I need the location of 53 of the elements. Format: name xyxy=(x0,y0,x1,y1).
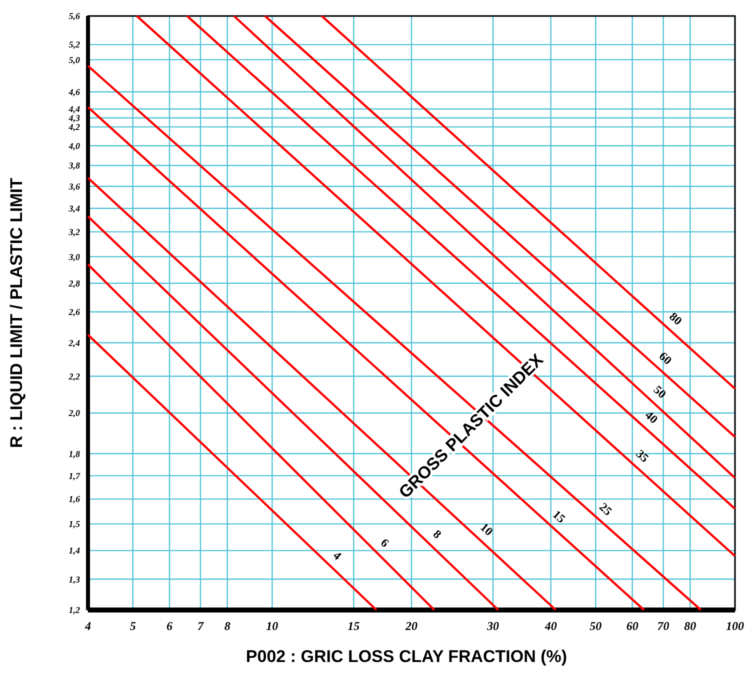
x-tick-label: 70 xyxy=(657,619,670,633)
x-tick-label: 20 xyxy=(404,619,418,633)
y-tick-label: 2,6 xyxy=(68,307,80,318)
x-tick-label: 15 xyxy=(348,619,360,633)
x-tick-label: 6 xyxy=(166,619,172,633)
text: 10 xyxy=(478,520,496,538)
text: 4 xyxy=(330,548,344,563)
y-tick-label: 4,0 xyxy=(68,140,80,151)
y-tick-label: 4,6 xyxy=(68,87,80,97)
y-tick-label: 5,6 xyxy=(68,11,80,22)
x-tick-label: 40 xyxy=(544,619,557,633)
x-tick-label: 50 xyxy=(590,619,602,633)
x-axis-title: P002 : GRIC LOSS CLAY FRACTION (%) xyxy=(246,647,568,666)
y-tick-label: 1,8 xyxy=(68,448,80,459)
y-tick-label: 3,4 xyxy=(68,204,80,214)
x-tick-label: 7 xyxy=(197,619,204,633)
y-tick-label: 4,4 xyxy=(68,104,80,114)
y-tick-label: 2,2 xyxy=(68,371,80,382)
y-tick-label: 3,2 xyxy=(68,226,80,237)
text: 80 xyxy=(666,309,685,328)
text: 60 xyxy=(656,348,675,368)
text: 6 xyxy=(378,536,392,550)
x-tick-label: 4 xyxy=(84,619,91,633)
y-tick-label: 1,7 xyxy=(68,470,80,481)
x-tick-label: 10 xyxy=(266,619,278,633)
y-tick-label: 5,0 xyxy=(68,54,80,65)
y-tick-label: 4,2 xyxy=(68,122,80,132)
x-tick-label: 8 xyxy=(224,619,230,633)
y-tick-label: 1,6 xyxy=(68,494,80,504)
y-tick-label: 2,4 xyxy=(68,338,80,348)
y-tick-label: 3,8 xyxy=(68,160,80,171)
y-tick-label: 3,6 xyxy=(68,182,80,192)
y-tick-label: 5,2 xyxy=(68,40,80,50)
y-tick-label: 1,5 xyxy=(68,519,80,530)
text: 35 xyxy=(633,446,652,466)
y-tick-label: 4,3 xyxy=(68,113,80,124)
text: 8 xyxy=(430,526,444,542)
x-tick-label: 60 xyxy=(626,619,638,633)
x-tick-label: 30 xyxy=(486,619,499,633)
text: 40 xyxy=(642,408,661,426)
x-tick-label: 5 xyxy=(130,619,136,633)
y-tick-label: 1,4 xyxy=(68,546,80,556)
text: 50 xyxy=(650,382,670,402)
y-tick-label: 1,3 xyxy=(68,574,80,584)
y-tick-label: 1,2 xyxy=(68,605,80,616)
text: 15 xyxy=(550,507,568,526)
y-axis-title: R : LIQUID LIMIT / PLASTIC LIMIT xyxy=(7,177,26,448)
x-tick-label: 100 xyxy=(726,619,744,633)
text: 25 xyxy=(596,500,615,518)
y-tick-label: 2,8 xyxy=(68,278,80,288)
y-tick-label: 3,0 xyxy=(68,252,80,262)
x-tick-label: 80 xyxy=(684,619,696,633)
y-tick-label: 2,0 xyxy=(68,408,80,418)
